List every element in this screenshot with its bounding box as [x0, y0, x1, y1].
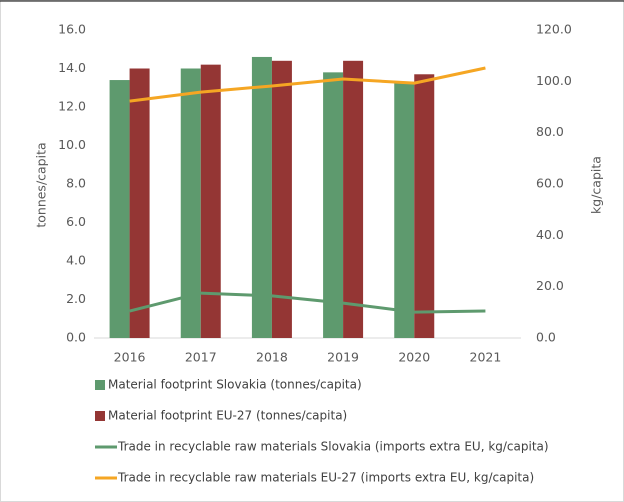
- y2-tick-label: 60.0: [536, 176, 564, 191]
- y-tick-label: 2.0: [66, 291, 86, 306]
- bar: [394, 81, 415, 338]
- y2-tick-label: 40.0: [536, 227, 564, 242]
- legend: Material footprint Slovakia (tonnes/capi…: [95, 378, 549, 485]
- bar: [271, 60, 292, 339]
- y-tick-label: 6.0: [66, 214, 86, 229]
- y2-tick-label: 0.0: [536, 330, 556, 345]
- y2-tick-label: 80.0: [536, 124, 564, 139]
- bar: [180, 68, 201, 338]
- x-tick-label: 2021: [470, 350, 502, 365]
- x-tick-label: 2020: [398, 350, 430, 365]
- line: [129, 66, 486, 103]
- y-tick-label: 16.0: [58, 22, 86, 37]
- legend-label: Material footprint Slovakia (tonnes/capi…: [108, 378, 362, 392]
- x-tick-label: 2019: [327, 350, 359, 365]
- x-tick-label: 2016: [114, 350, 146, 365]
- y-tick-label: 8.0: [66, 176, 86, 191]
- y-axis-label: tonnes/capita: [34, 142, 49, 227]
- y-tick-label: 0.0: [66, 330, 86, 345]
- x-tick-label: 2017: [185, 350, 217, 365]
- x-tick-label: 2018: [256, 350, 288, 365]
- y2-tick-label: 100.0: [536, 73, 572, 88]
- bar: [323, 72, 344, 338]
- bar: [343, 60, 364, 339]
- bar: [251, 56, 272, 338]
- y-tick-label: 4.0: [66, 253, 86, 268]
- legend-label: Material footprint EU-27 (tonnes/capita): [108, 409, 347, 423]
- bar: [414, 74, 435, 339]
- y-tick-label: 12.0: [58, 99, 86, 114]
- legend-swatch: [95, 380, 105, 390]
- line: [129, 291, 486, 314]
- y2-tick-label: 20.0: [536, 278, 564, 293]
- legend-swatch: [95, 411, 105, 421]
- y-tick-label: 10.0: [58, 137, 86, 152]
- bar: [200, 64, 221, 339]
- y-tick-label: 14.0: [58, 60, 86, 75]
- y2-axis-label: kg/capita: [589, 156, 604, 214]
- y2-tick-label: 120.0: [536, 22, 572, 37]
- legend-label: Trade in recyclable raw materials Slovak…: [117, 440, 549, 454]
- legend-label: Trade in recyclable raw materials EU-27 …: [117, 471, 534, 485]
- bar: [129, 68, 150, 338]
- bar: [109, 80, 130, 339]
